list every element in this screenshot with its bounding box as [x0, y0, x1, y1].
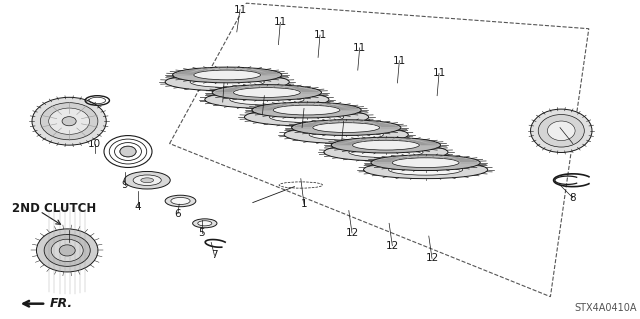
Ellipse shape [212, 85, 321, 100]
Text: 13: 13 [337, 116, 350, 126]
Ellipse shape [252, 102, 361, 118]
Text: 1: 1 [301, 199, 307, 209]
Text: 11: 11 [274, 17, 287, 27]
Ellipse shape [230, 94, 304, 105]
Ellipse shape [234, 88, 300, 97]
Ellipse shape [309, 129, 383, 140]
Ellipse shape [284, 126, 408, 144]
Ellipse shape [198, 221, 212, 226]
Text: 2ND CLUTCH: 2ND CLUTCH [12, 203, 96, 215]
Text: STX4A0410A: STX4A0410A [574, 303, 637, 313]
Text: 13: 13 [258, 91, 271, 101]
Text: 6: 6 [175, 209, 181, 219]
Ellipse shape [538, 115, 584, 147]
Ellipse shape [349, 147, 423, 158]
Ellipse shape [388, 164, 463, 175]
Text: 13: 13 [298, 103, 310, 114]
Text: 11: 11 [433, 68, 445, 78]
Ellipse shape [194, 70, 260, 80]
Text: 5: 5 [198, 228, 205, 238]
Ellipse shape [392, 158, 459, 167]
Ellipse shape [353, 140, 419, 150]
Text: 11: 11 [234, 4, 246, 15]
Ellipse shape [547, 121, 575, 141]
Text: FR.: FR. [50, 297, 73, 310]
Ellipse shape [269, 112, 344, 122]
Ellipse shape [292, 120, 401, 136]
Ellipse shape [332, 137, 440, 153]
Ellipse shape [171, 197, 190, 204]
Text: 11: 11 [393, 56, 406, 66]
Text: 13: 13 [218, 78, 230, 88]
Ellipse shape [60, 245, 76, 256]
Text: 12: 12 [386, 241, 399, 251]
Ellipse shape [193, 219, 217, 228]
Text: 2: 2 [570, 138, 576, 149]
Ellipse shape [324, 143, 448, 161]
Ellipse shape [62, 117, 76, 126]
Text: 11: 11 [314, 30, 326, 40]
Ellipse shape [244, 108, 369, 126]
Ellipse shape [51, 239, 83, 262]
Text: 4: 4 [134, 202, 141, 212]
Text: 8: 8 [570, 193, 576, 203]
Ellipse shape [124, 172, 170, 189]
Ellipse shape [36, 229, 98, 272]
Ellipse shape [133, 175, 161, 186]
Ellipse shape [273, 105, 340, 115]
Text: 11: 11 [353, 43, 366, 53]
Text: 12: 12 [426, 253, 438, 263]
Text: 3: 3 [66, 237, 72, 248]
Text: 7: 7 [211, 250, 218, 260]
Ellipse shape [173, 67, 282, 83]
Text: 12: 12 [346, 228, 358, 238]
Ellipse shape [313, 123, 380, 132]
Ellipse shape [165, 195, 196, 207]
Ellipse shape [364, 161, 488, 179]
Ellipse shape [44, 234, 90, 266]
Text: 10: 10 [88, 138, 101, 149]
Ellipse shape [32, 97, 106, 145]
Ellipse shape [190, 77, 264, 87]
Ellipse shape [531, 109, 592, 152]
Ellipse shape [40, 103, 98, 140]
Ellipse shape [141, 178, 154, 183]
Ellipse shape [205, 91, 329, 108]
Ellipse shape [371, 155, 480, 171]
Ellipse shape [120, 146, 136, 157]
Text: 9: 9 [122, 180, 128, 190]
Ellipse shape [49, 108, 90, 134]
Ellipse shape [165, 73, 289, 91]
